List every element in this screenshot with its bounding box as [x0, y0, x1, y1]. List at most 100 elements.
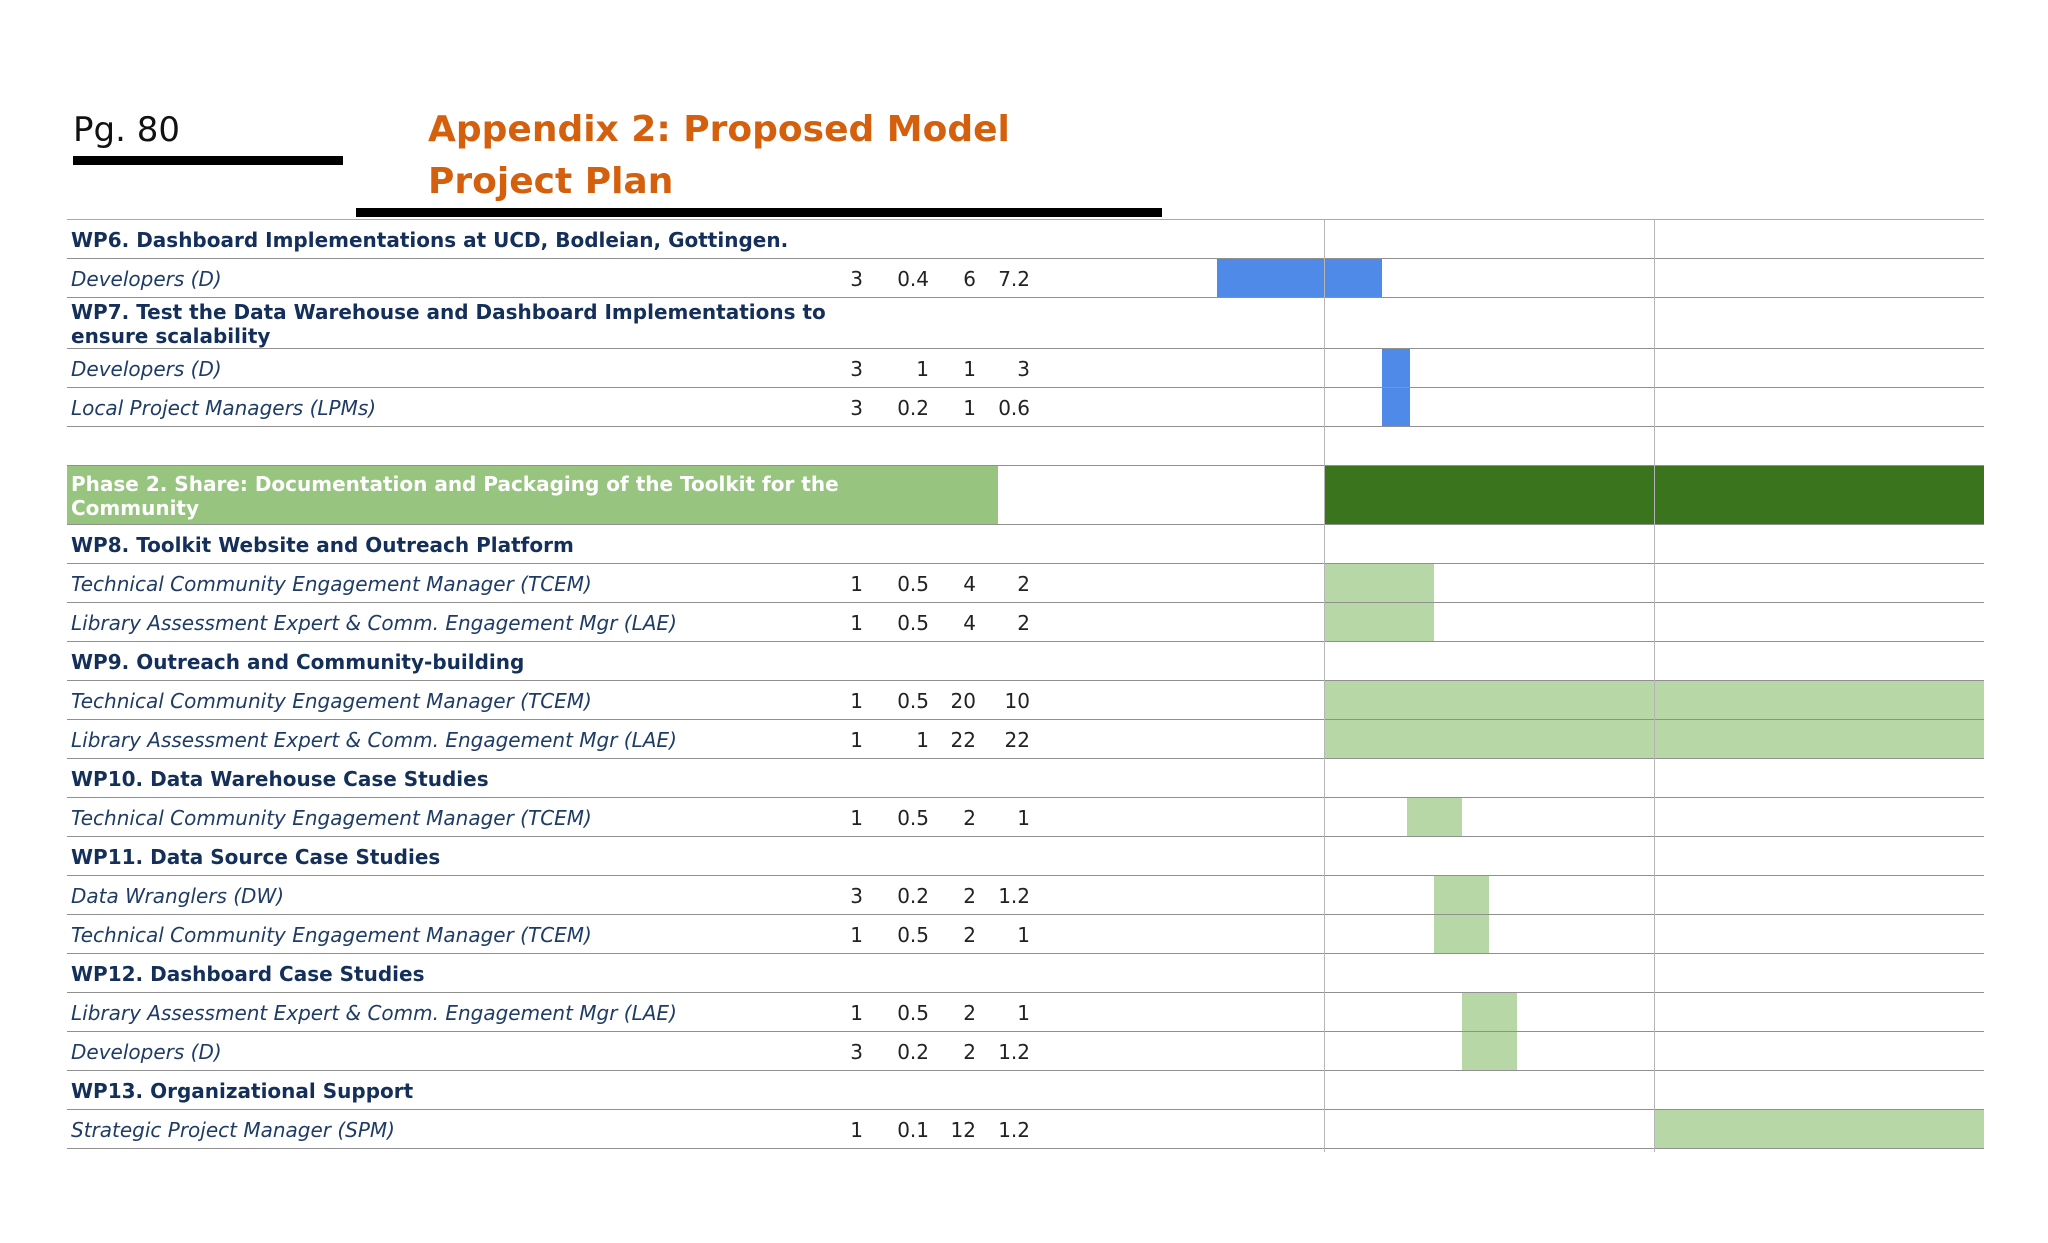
months-value: 4 [963, 611, 976, 635]
wp-heading: WP6. Dashboard Implementations at UCD, B… [71, 228, 789, 252]
phase-header-fill [67, 466, 998, 524]
months-value: 1 [963, 357, 976, 381]
role-label: Developers (D) [71, 357, 222, 381]
gantt-bar [1382, 349, 1410, 387]
months-value: 1 [963, 396, 976, 420]
gantt-bar [1217, 259, 1382, 297]
fte-value: 0.2 [897, 396, 929, 420]
role-label: Library Assessment Expert & Comm. Engage… [71, 1001, 677, 1025]
role-row: Local Project Managers (LPMs) 3 0.2 1 0.… [67, 388, 1984, 427]
count-value: 1 [850, 689, 863, 713]
person-months-value: 22 [1004, 728, 1030, 752]
role-row: Technical Community Engagement Manager (… [67, 564, 1984, 603]
role-label: Library Assessment Expert & Comm. Engage… [71, 728, 677, 752]
fte-value: 0.5 [897, 923, 929, 947]
role-label: Technical Community Engagement Manager (… [71, 806, 592, 830]
wp-heading: WP9. Outreach and Community-building [71, 650, 525, 674]
months-value: 2 [963, 884, 976, 908]
timeline-divider [1324, 219, 1325, 1152]
wp-heading-line1: WP7. Test the Data Warehouse and Dashboa… [71, 300, 826, 324]
phase-title-line1: Phase 2. Share: Documentation and Packag… [71, 472, 839, 496]
gantt-bar [1434, 876, 1489, 914]
fte-value: 0.5 [897, 806, 929, 830]
gantt-bar [1324, 603, 1434, 641]
wp-heading-line2: ensure scalability [71, 324, 271, 348]
wp-heading: WP11. Data Source Case Studies [71, 845, 441, 869]
fte-value: 0.4 [897, 267, 929, 291]
months-value: 20 [950, 689, 976, 713]
wp-heading-row: WP10. Data Warehouse Case Studies [67, 759, 1984, 798]
person-months-value: 7.2 [998, 267, 1030, 291]
fte-value: 0.5 [897, 572, 929, 596]
role-row: Technical Community Engagement Manager (… [67, 681, 1984, 720]
role-row: Developers (D) 3 1 1 3 [67, 349, 1984, 388]
wp-heading-row: WP12. Dashboard Case Studies [67, 954, 1984, 993]
count-value: 3 [850, 884, 863, 908]
phase-title-line2: Community [71, 496, 200, 520]
wp-heading-row: WP6. Dashboard Implementations at UCD, B… [67, 220, 1984, 259]
fte-value: 0.5 [897, 611, 929, 635]
fte-value: 0.2 [897, 884, 929, 908]
wp-heading-row: WP7. Test the Data Warehouse and Dashboa… [67, 298, 1984, 349]
gantt-bar [1434, 915, 1489, 953]
role-row: Strategic Project Manager (SPM) 1 0.1 12… [67, 1110, 1984, 1149]
gantt-bar [1324, 564, 1434, 602]
role-row: Library Assessment Expert & Comm. Engage… [67, 603, 1984, 642]
count-value: 3 [850, 1040, 863, 1064]
months-value: 2 [963, 923, 976, 947]
gantt-bar [1655, 1110, 1984, 1148]
person-months-value: 1 [1017, 1001, 1030, 1025]
wp-heading-row: WP8. Toolkit Website and Outreach Platfo… [67, 525, 1984, 564]
wp-heading: WP12. Dashboard Case Studies [71, 962, 425, 986]
months-value: 2 [963, 1040, 976, 1064]
fte-value: 0.1 [897, 1118, 929, 1142]
phase-header-row: Phase 2. Share: Documentation and Packag… [67, 466, 1984, 525]
person-months-value: 1 [1017, 806, 1030, 830]
count-value: 1 [850, 1001, 863, 1025]
person-months-value: 10 [1004, 689, 1030, 713]
fte-value: 0.5 [897, 1001, 929, 1025]
months-value: 22 [950, 728, 976, 752]
person-months-value: 3 [1017, 357, 1030, 381]
gantt-bar [1462, 993, 1517, 1031]
fte-value: 1 [916, 728, 929, 752]
role-row: Data Wranglers (DW) 3 0.2 2 1.2 [67, 876, 1984, 915]
person-months-value: 2 [1017, 572, 1030, 596]
wp-heading: WP13. Organizational Support [71, 1079, 414, 1103]
months-value: 2 [963, 806, 976, 830]
count-value: 1 [850, 1118, 863, 1142]
count-value: 1 [850, 728, 863, 752]
wp-heading-row: WP13. Organizational Support [67, 1071, 1984, 1110]
person-months-value: 1.2 [998, 884, 1030, 908]
count-value: 1 [850, 923, 863, 947]
months-value: 4 [963, 572, 976, 596]
person-months-value: 1.2 [998, 1040, 1030, 1064]
person-months-value: 1.2 [998, 1118, 1030, 1142]
role-label: Strategic Project Manager (SPM) [71, 1118, 395, 1142]
fte-value: 0.2 [897, 1040, 929, 1064]
count-value: 3 [850, 357, 863, 381]
role-row: Developers (D) 3 0.4 6 7.2 [67, 259, 1984, 298]
gantt-bar [1462, 1032, 1517, 1070]
role-label: Technical Community Engagement Manager (… [71, 689, 592, 713]
wp-heading: WP8. Toolkit Website and Outreach Platfo… [71, 533, 574, 557]
months-value: 12 [950, 1118, 976, 1142]
role-row: Developers (D) 3 0.2 2 1.2 [67, 1032, 1984, 1071]
count-value: 1 [850, 806, 863, 830]
appendix-title: Appendix 2: Proposed Model Project Plan [428, 109, 1010, 202]
role-row: Technical Community Engagement Manager (… [67, 915, 1984, 954]
count-value: 3 [850, 267, 863, 291]
months-value: 6 [963, 267, 976, 291]
person-months-value: 0.6 [998, 396, 1030, 420]
fte-value: 0.5 [897, 689, 929, 713]
role-row: Technical Community Engagement Manager (… [67, 798, 1984, 837]
role-row: Library Assessment Expert & Comm. Engage… [67, 720, 1984, 759]
fte-value: 1 [916, 357, 929, 381]
wp-heading: WP10. Data Warehouse Case Studies [71, 767, 489, 791]
role-label: Technical Community Engagement Manager (… [71, 923, 592, 947]
role-label: Data Wranglers (DW) [71, 884, 285, 908]
count-value: 1 [850, 611, 863, 635]
months-value: 2 [963, 1001, 976, 1025]
appendix-title-bar: Appendix 2: Proposed Model Project Plan [356, 104, 1162, 217]
page-number: Pg. 80 [73, 104, 343, 165]
